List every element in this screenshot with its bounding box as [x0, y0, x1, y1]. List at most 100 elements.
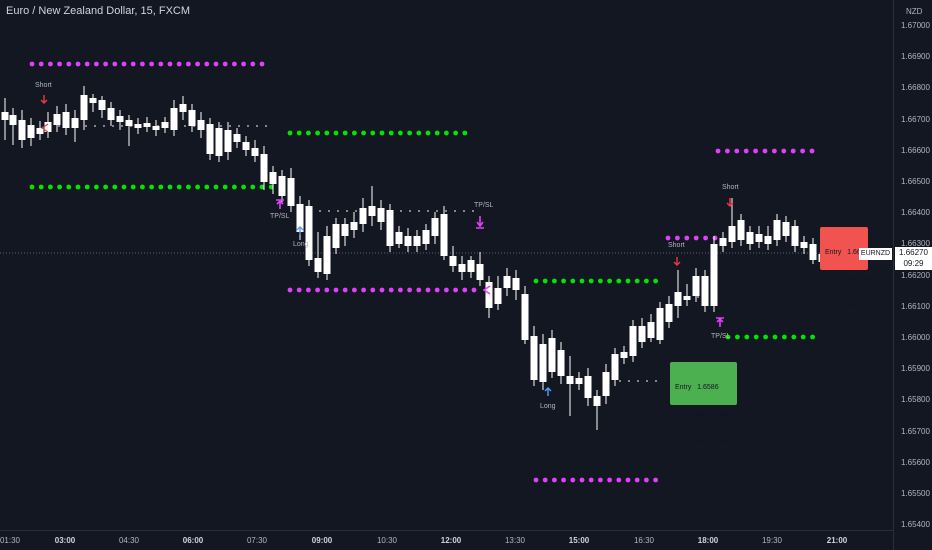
level-dot	[333, 287, 339, 293]
candle-body	[764, 236, 772, 244]
candle-body	[719, 238, 727, 246]
entry-dot	[319, 210, 321, 212]
candle-body	[467, 260, 475, 272]
level-dot	[542, 477, 548, 483]
level-dot	[790, 148, 796, 154]
candle-body	[602, 372, 610, 396]
level-dot	[644, 278, 649, 284]
candle-body	[440, 214, 448, 256]
bar-countdown: 09:29	[903, 259, 924, 268]
level-dot	[763, 334, 768, 340]
candle-body	[404, 236, 412, 246]
entry-dot	[628, 380, 630, 382]
candle-body	[9, 115, 17, 125]
candle-body	[782, 222, 790, 236]
level-dot	[352, 130, 357, 136]
candle-body	[746, 232, 754, 244]
price-tick: 1.66200	[901, 270, 930, 280]
level-dot	[287, 130, 293, 136]
level-dot	[665, 235, 671, 241]
level-dot	[370, 130, 376, 136]
level-dot	[213, 61, 219, 67]
level-dot	[453, 130, 458, 136]
tp-hit-icon	[482, 285, 491, 295]
candle-body	[494, 288, 502, 304]
level-dot	[782, 334, 787, 340]
candle-body	[665, 304, 673, 322]
level-dot	[725, 334, 731, 340]
candle-body	[476, 264, 484, 280]
level-dot	[176, 61, 182, 67]
time-tick: 19:30	[761, 536, 783, 545]
level-dot	[715, 148, 721, 154]
level-dot	[352, 287, 357, 293]
candle-body	[359, 208, 367, 224]
candle-body	[152, 126, 160, 130]
level-dot	[204, 184, 210, 190]
entry-dot	[94, 125, 96, 127]
level-dot	[791, 334, 797, 340]
time-tick: 21:00	[826, 536, 848, 545]
chart-title: Euro / New Zealand Dollar, 15, FXCM	[6, 5, 191, 17]
level-dot	[48, 61, 53, 67]
entry-dot	[400, 210, 402, 212]
level-dot	[112, 184, 118, 190]
level-dot	[743, 148, 749, 154]
candle-body	[116, 116, 124, 122]
level-dot	[416, 130, 422, 136]
level-dot	[259, 184, 265, 190]
candle-body	[674, 292, 682, 306]
price-tick: 1.67000	[901, 21, 930, 30]
entry-dot	[256, 125, 258, 127]
level-dot	[241, 61, 247, 67]
long-sl: SL NaN (NaN)	[675, 411, 732, 418]
time-tick: 04:30	[118, 536, 140, 545]
level-dot	[250, 61, 256, 67]
level-dot	[361, 130, 366, 136]
level-dot	[753, 334, 759, 340]
candle-body	[449, 256, 457, 266]
level-dot	[388, 287, 394, 293]
short-arrow-icon	[726, 198, 734, 207]
level-dot	[94, 61, 99, 67]
short-signal-label: Short	[722, 184, 739, 191]
long-arrow-icon	[296, 226, 304, 235]
entry-dot	[697, 296, 699, 298]
level-dot	[84, 61, 90, 67]
level-dot	[29, 184, 35, 190]
candle-body	[134, 124, 142, 128]
entry-dot	[265, 125, 267, 127]
level-dot	[158, 61, 164, 67]
level-dot	[653, 278, 658, 284]
level-dot	[232, 184, 237, 190]
level-dot	[561, 477, 566, 483]
candle-body	[593, 396, 601, 406]
candle-body	[269, 172, 277, 184]
candle-body	[377, 208, 385, 222]
entry-dot	[619, 380, 621, 382]
entry-dot	[112, 125, 114, 127]
candle-body	[566, 376, 574, 384]
candle-body	[521, 294, 529, 340]
candle-body	[431, 218, 439, 236]
level-dot	[57, 61, 62, 67]
level-dot	[653, 477, 658, 483]
time-tick: 01:30	[0, 536, 21, 545]
long-signal-label: Long	[293, 241, 309, 248]
entry-dot	[346, 210, 348, 212]
candle-body	[296, 204, 304, 232]
level-dot	[38, 61, 44, 67]
level-dot	[735, 334, 740, 340]
candle-body	[215, 128, 223, 156]
candlestick-chart[interactable]	[0, 0, 893, 530]
price-tick: 1.65400	[901, 520, 930, 530]
time-tick: 03:00	[54, 536, 76, 545]
level-dot	[38, 184, 44, 190]
level-dot	[379, 130, 385, 136]
level-dot	[361, 287, 366, 293]
level-dot	[800, 148, 805, 154]
level-dot	[195, 61, 201, 67]
level-dot	[388, 130, 394, 136]
time-tick: 06:00	[182, 536, 204, 545]
candle-body	[530, 336, 538, 380]
